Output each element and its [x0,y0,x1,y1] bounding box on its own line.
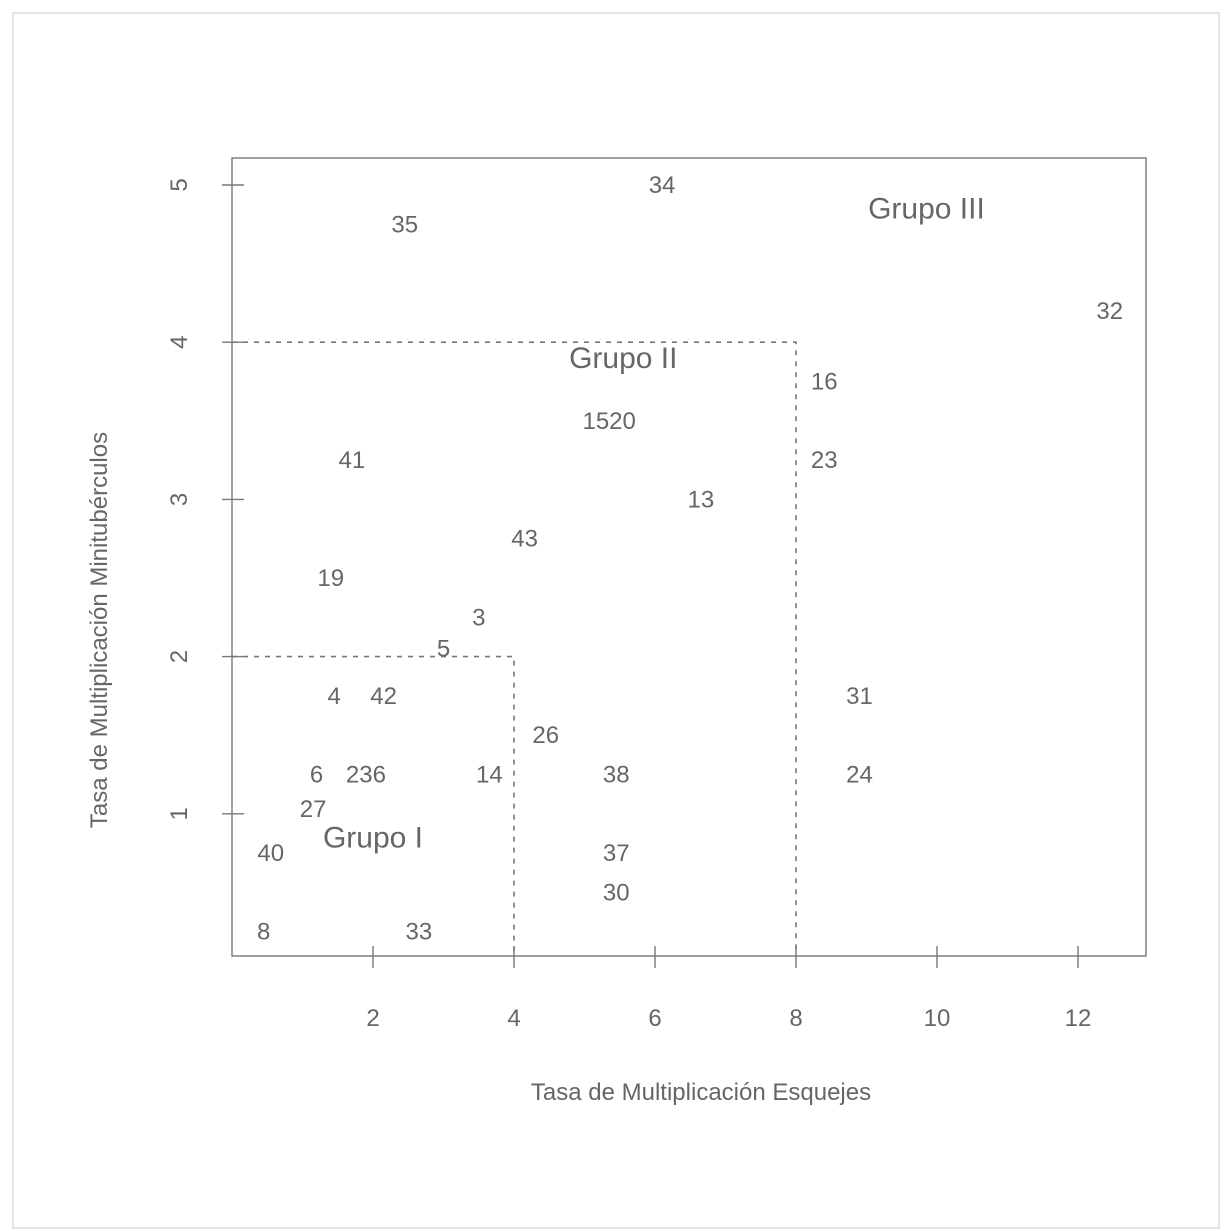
point-label: 3 [472,604,485,631]
point-label: 19 [317,565,344,592]
point-label: 34 [649,172,676,199]
x-tick-label: 6 [648,1005,661,1032]
point-label: 41 [338,447,365,474]
point-label: 43 [511,526,538,553]
plot-box [231,157,1147,957]
y-tick-label: 5 [166,178,193,191]
group-label: Grupo I [323,821,423,854]
x-tick-label: 12 [1065,1005,1092,1032]
x-tick-label: 10 [924,1005,951,1032]
group-labels: Grupo I Grupo II Grupo III [323,193,985,855]
group-boundary-line [232,341,797,956]
point-label: 24 [846,762,873,789]
point-label: 16 [811,369,838,396]
point-labels: 34 35 32 16 1520 41 23 13 43 19 35 4 42 31 26 6 236 14 38 2… [257,172,1123,946]
y-tick-label: 2 [166,650,193,663]
y-tick-label: 4 [166,336,193,349]
point-label: 236 [346,762,386,789]
y-tick-label: 1 [166,807,193,820]
point-label: 30 [603,879,630,906]
y-axis-title: Tasa de Multiplicación Minitubérculos [86,432,113,828]
x-tick-label: 2 [366,1005,379,1032]
x-tick-label: 4 [507,1005,520,1032]
point-label: 27 [300,796,327,823]
point-label: 26 [532,722,559,749]
point-label: 35 [391,211,418,238]
point-label: 14 [476,762,503,789]
x-axis-title: Tasa de Multiplicación Esquejes [531,1079,871,1106]
point-label: 4 [328,683,341,710]
chart-frame [12,12,1220,1229]
group-boundaries [232,341,797,956]
point-label: 31 [846,683,873,710]
x-tick-label: 8 [789,1005,802,1032]
group-label: Grupo II [569,342,677,375]
point-label: 38 [603,762,630,789]
point-label: 1520 [582,408,635,435]
point-label: 13 [687,486,714,513]
point-label: 32 [1096,298,1123,325]
x-axis: 2 4 6 8 10 12 [366,946,1091,1032]
y-tick-label: 3 [166,493,193,506]
point-label: 6 [310,762,323,789]
y-axis: 1 2 3 4 5 [166,178,244,820]
point-label: 42 [370,683,397,710]
point-label: 33 [405,919,432,946]
point-label: 37 [603,840,630,867]
point-label: 5 [437,636,450,663]
point-label: 23 [811,447,838,474]
group-label: Grupo III [868,193,985,226]
point-label: 8 [257,919,270,946]
point-label: 40 [257,840,284,867]
